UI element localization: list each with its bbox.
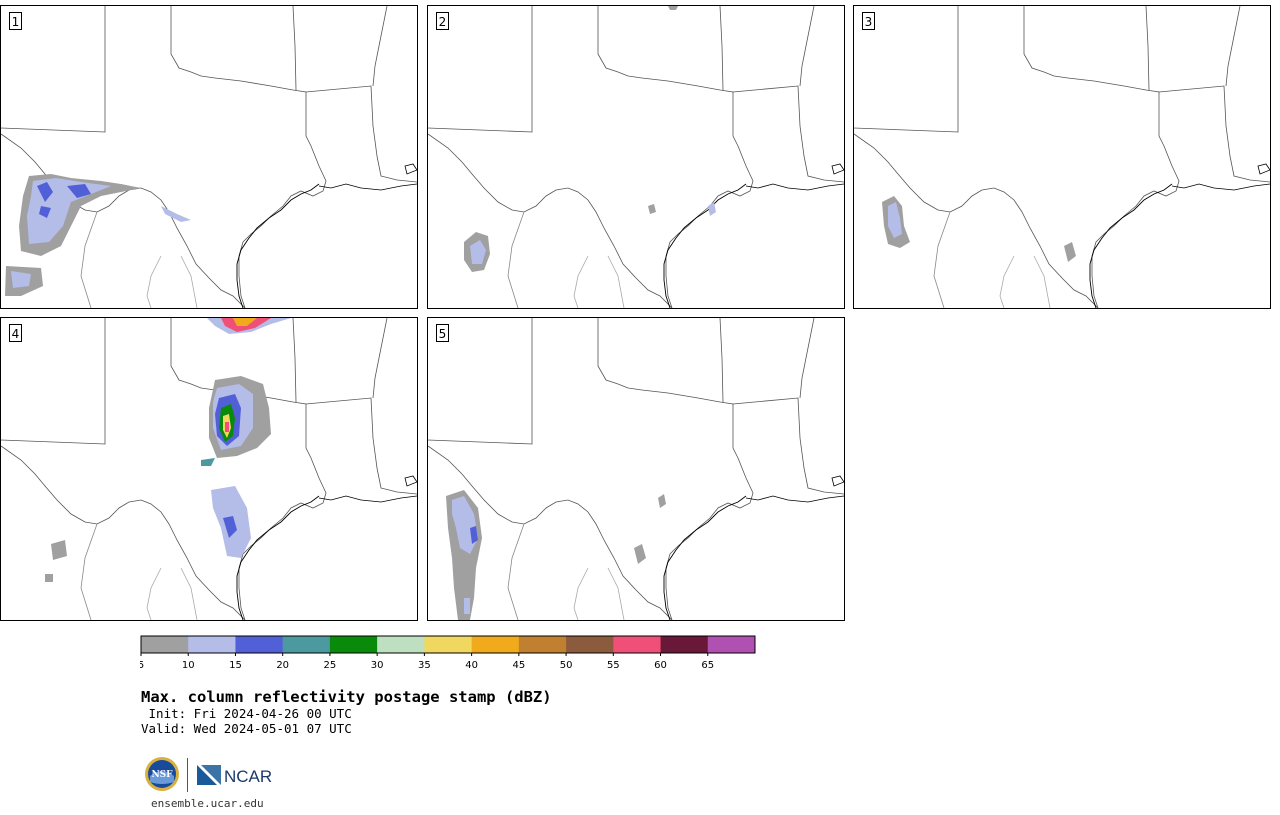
- colorbar-tick-label: 65: [701, 660, 714, 671]
- logo-divider: [187, 758, 188, 792]
- colorbar-tick-label: 50: [560, 660, 573, 671]
- stamp-panel-4: 4: [0, 317, 418, 621]
- colorbar-tick-label: 15: [229, 660, 242, 671]
- colorbar-tick-label: 5: [140, 660, 144, 671]
- figure-title: Max. column reflectivity postage stamp (…: [141, 688, 552, 706]
- reflectivity-echo: [5, 174, 191, 296]
- panel-number: 5: [436, 324, 449, 342]
- reflectivity-echo: [464, 6, 716, 272]
- reflectivity-echo: [882, 196, 1076, 262]
- colorbar-swatch: [613, 636, 661, 653]
- colorbar-tick-label: 25: [324, 660, 337, 671]
- colorbar-tick-label: 45: [512, 660, 525, 671]
- colorbar-swatch: [707, 636, 756, 653]
- stamp-map-4: [1, 318, 417, 620]
- colorbar-tick-label: 10: [182, 660, 195, 671]
- stamp-panel-2: 2: [427, 5, 845, 309]
- ncar-logo-text: NCAR: [224, 767, 272, 786]
- colorbar-tick-label: 60: [654, 660, 667, 671]
- colorbar-swatch: [660, 636, 709, 653]
- colorbar-tick-label: 30: [371, 660, 384, 671]
- colorbar-swatch: [424, 636, 472, 653]
- panel-number: 4: [9, 324, 22, 342]
- nsf-logo-text: NSF: [151, 770, 173, 780]
- valid-time: Valid: Wed 2024-05-01 07 UTC: [141, 721, 352, 736]
- stamp-map-1: [1, 6, 417, 308]
- colorbar-tick-label: 20: [276, 660, 289, 671]
- stamp-panel-1: 1: [0, 5, 418, 309]
- stamp-map-2: [428, 6, 844, 308]
- ncar-logo: NCAR: [197, 765, 272, 786]
- site-url: ensemble.ucar.edu: [151, 797, 264, 810]
- colorbar-tick-label: 55: [607, 660, 620, 671]
- colorbar: 5 10 15 20 25 30 35 40 45 50 55 60 65: [140, 635, 756, 671]
- panel-number: 1: [9, 12, 22, 30]
- stamp-map-5: [428, 318, 844, 620]
- logo-strip: NSF NCAR: [144, 756, 284, 796]
- colorbar-tick-label: 40: [465, 660, 478, 671]
- colorbar-swatch: [235, 636, 283, 653]
- nsf-logo: NSF: [145, 757, 179, 791]
- colorbar-swatch: [518, 636, 567, 653]
- panel-number: 2: [436, 12, 449, 30]
- stamp-panel-3: 3: [853, 5, 1271, 309]
- init-time: Init: Fri 2024-04-26 00 UTC: [141, 706, 352, 721]
- colorbar-swatch: [329, 636, 378, 653]
- reflectivity-echo: [45, 318, 291, 582]
- colorbar-tick-label: 35: [418, 660, 431, 671]
- colorbar-swatch: [471, 636, 520, 653]
- colorbar-swatch: [282, 636, 331, 653]
- colorbar-swatch: [566, 636, 614, 653]
- colorbar-swatch: [188, 636, 236, 653]
- colorbar-swatch: [377, 636, 425, 653]
- stamp-panel-5: 5: [427, 317, 845, 621]
- colorbar-swatch: [141, 636, 189, 653]
- stamp-map-3: [854, 6, 1270, 308]
- panel-number: 3: [862, 12, 875, 30]
- reflectivity-echo: [446, 490, 666, 620]
